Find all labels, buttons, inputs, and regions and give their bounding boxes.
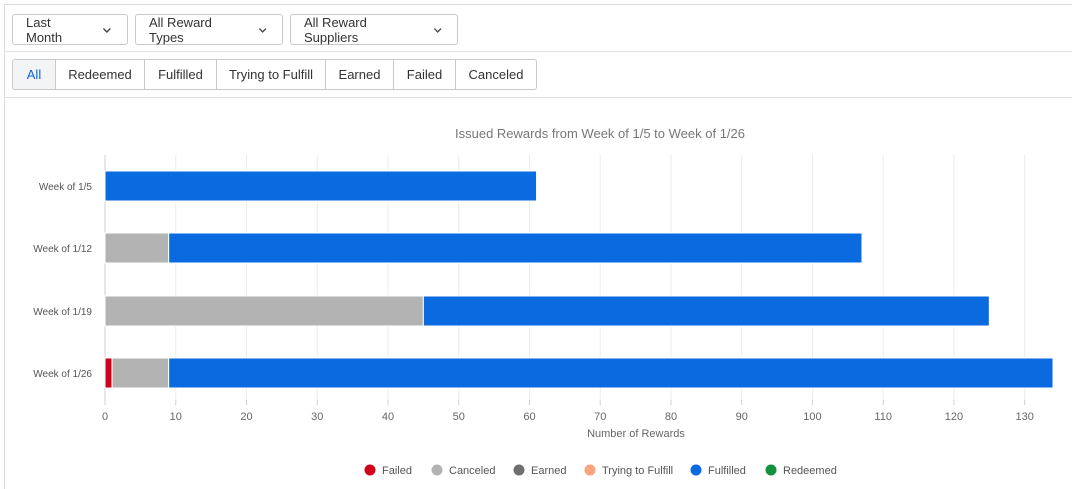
bar-canceled[interactable]	[104, 232, 170, 264]
x-tick-label: 120	[945, 411, 963, 423]
legend-label: Canceled	[449, 465, 495, 477]
legend-item[interactable]: Redeemed	[765, 464, 837, 478]
reward-type-dropdown[interactable]: All Reward Types	[135, 14, 283, 45]
bar-canceled[interactable]	[104, 295, 424, 327]
date-range-label: Last Month	[26, 14, 63, 45]
legend-marker	[765, 464, 777, 476]
bar-fulfilled[interactable]	[168, 357, 1054, 389]
legend-marker	[364, 464, 376, 476]
bar-fulfilled[interactable]	[168, 232, 863, 264]
bar-fulfilled[interactable]	[104, 170, 538, 202]
legend-item[interactable]: Trying to Fulfill	[584, 464, 674, 478]
status-tabs: All Redeemed Fulfilled Trying to Fulfill…	[12, 59, 537, 90]
divider	[4, 97, 1072, 98]
x-tick-label: 40	[382, 411, 394, 423]
legend-label: Fulfilled	[708, 465, 746, 477]
chevron-down-icon	[103, 27, 112, 33]
legend: Failed Canceled Earned Trying to Fulfill Ful…	[364, 464, 837, 478]
x-tick-label: 10	[170, 411, 182, 423]
x-tick-label: 110	[874, 411, 892, 423]
reward-type-label: All Reward Types	[149, 14, 212, 45]
y-tick-label: Week of 1/26	[33, 369, 92, 380]
legend-item[interactable]: Canceled	[431, 464, 496, 478]
x-tick-label: 130	[1016, 411, 1034, 423]
tab-all[interactable]: All	[13, 60, 56, 89]
bar-canceled[interactable]	[111, 357, 170, 389]
bar-failed[interactable]	[104, 357, 113, 389]
reward-supplier-dropdown[interactable]: All Reward Suppliers	[290, 14, 458, 45]
legend-label: Failed	[382, 465, 412, 477]
x-tick-label: 100	[803, 411, 821, 423]
filter-bar: Last Month All Reward Types All Reward S…	[12, 14, 458, 46]
chart-title: Issued Rewards from Week of 1/5 to Week …	[455, 126, 745, 141]
x-tick-label: 30	[311, 411, 323, 423]
x-tick-label: 50	[453, 411, 465, 423]
y-axis-labels: Week of 1/5 Week of 1/12 Week of 1/19 Week …	[33, 182, 92, 380]
x-tick-label: 20	[240, 411, 252, 423]
legend-item[interactable]: Failed	[364, 464, 412, 478]
tab-fulfilled[interactable]: Fulfilled	[145, 60, 217, 89]
tab-failed[interactable]: Failed	[394, 60, 456, 89]
x-tick-label: 80	[665, 411, 677, 423]
bar-fulfilled[interactable]	[422, 295, 990, 327]
y-tick-label: Week of 1/12	[33, 244, 92, 255]
reward-supplier-label: All Reward Suppliers	[304, 14, 367, 45]
x-axis-ticks: 0 10 20 30 40 50 60 70 80 90 100 110 120 130	[102, 400, 1034, 423]
legend-label: Trying to Fulfill	[602, 465, 673, 477]
legend-marker	[584, 464, 596, 476]
x-tick-label: 0	[102, 411, 108, 423]
legend-marker	[513, 464, 525, 476]
x-tick-label: 60	[523, 411, 535, 423]
legend-label: Earned	[531, 465, 566, 477]
x-tick-label: 70	[594, 411, 606, 423]
y-tick-label: Week of 1/19	[33, 307, 92, 318]
y-tick-label: Week of 1/5	[39, 182, 93, 193]
date-range-dropdown[interactable]: Last Month	[12, 14, 128, 45]
bar-series	[104, 170, 1054, 389]
tab-redeemed[interactable]: Redeemed	[56, 60, 145, 89]
legend-item[interactable]: Fulfilled	[690, 464, 746, 478]
tab-canceled[interactable]: Canceled	[468, 67, 524, 82]
legend-marker	[690, 464, 702, 476]
divider	[4, 51, 1072, 52]
x-tick-label: 90	[736, 411, 748, 423]
tab-trying-to-fulfill[interactable]: Trying to Fulfill	[217, 60, 326, 89]
legend-item[interactable]: Earned	[513, 464, 567, 478]
chevron-down-icon	[258, 27, 267, 33]
legend-marker	[431, 464, 443, 476]
chevron-down-icon	[433, 27, 442, 33]
tab-earned[interactable]: Earned	[326, 60, 394, 89]
rewards-panel	[4, 4, 1072, 489]
x-axis-title: Number of Rewards	[587, 428, 685, 440]
legend-label: Redeemed	[783, 465, 837, 477]
